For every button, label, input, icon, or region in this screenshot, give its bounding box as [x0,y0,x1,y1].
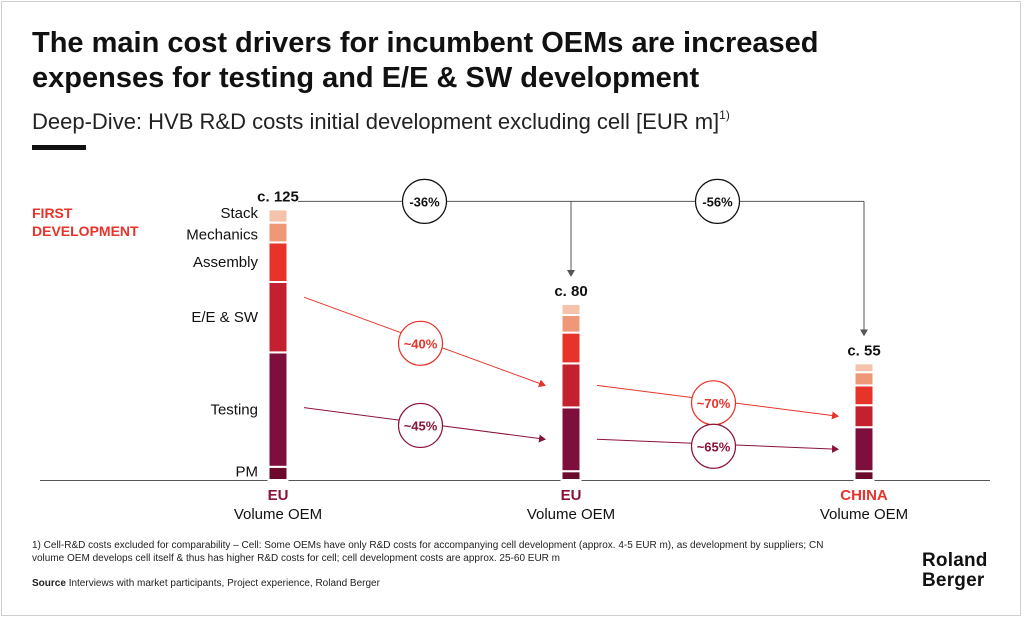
subtitle-text: Deep-Dive: HVB R&D costs initial develop… [32,109,720,134]
bar-segment-e-e-sw-2 [560,362,582,409]
roland-berger-logo: Roland Berger [922,551,988,591]
segment-change-label-3: ~70% [697,396,731,411]
category-region-label-2: EU [561,487,582,504]
bar-segment-mechanics-2 [560,314,582,334]
bar-total-label-3: c. 55 [847,342,880,359]
first-development-label: FIRST DEVELOPMENT [32,205,139,239]
bar-segment-pm-2 [560,470,582,482]
series-label-testing: Testing [210,402,258,419]
bar-segment-e-e-sw-1 [267,281,289,354]
segment-change-bubble-4 [690,423,737,469]
page-title: The main cost drivers for incumbent OEMs… [32,27,819,94]
page-subtitle: Deep-Dive: HVB R&D costs initial develop… [32,101,730,136]
segment-change-label-1: ~40% [404,336,438,351]
bar-segment-e-e-sw-3 [853,404,875,429]
bar-segment-mechanics-3 [853,371,875,387]
logo-line-1: Roland [922,550,988,571]
bar-segment-stack-3 [853,362,875,374]
total-change-label-2: -56% [702,194,733,209]
category-segment-label-1: Volume OEM [234,506,322,523]
bar-segment-assembly-1 [267,241,289,283]
series-label-mechanics: Mechanics [186,227,258,244]
total-change-label-1: -36% [409,194,440,209]
category-region-label-1: EU [268,487,289,504]
bar-segment-testing-1 [267,351,289,468]
bar-segment-mechanics-1 [267,221,289,244]
bar-total-label-2: c. 80 [554,283,587,300]
bar-total-label-1: c. 125 [257,188,299,205]
source-text: Interviews with market participants, Pro… [68,578,380,589]
segment-change-bubble-2 [397,402,444,449]
category-segment-label-2: Volume OEM [527,506,615,523]
segment-change-bubble-1 [397,320,444,366]
bar-segment-assembly-2 [560,331,582,365]
bar-segment-testing-2 [560,406,582,473]
segment-change-label-4: ~65% [697,439,731,454]
logo-line-2: Berger [922,570,985,591]
source-line: Source Interviews with market participan… [32,577,380,590]
series-label-assembly: Assembly [193,254,259,271]
bar-segment-pm-3 [853,470,875,482]
segment-change-label-2: ~45% [404,418,438,433]
series-label-pm: PM [236,463,259,480]
source-label: Source [32,578,66,589]
total-change-bubble-1 [401,178,448,224]
subtitle-footnote-marker: 1) [719,108,730,122]
bar-segment-stack-1 [267,208,289,224]
bar-segment-assembly-3 [853,384,875,407]
series-label-e-e-sw: E/E & SW [191,309,259,326]
category-segment-label-3: Volume OEM [820,506,908,523]
bar-segment-pm-1 [267,465,289,481]
bar-segment-stack-2 [560,303,582,316]
footnote: 1) Cell-R&D costs excluded for comparabi… [32,540,824,564]
title-underline [32,145,86,150]
series-label-stack: Stack [220,205,258,222]
bar-segment-testing-3 [853,426,875,473]
category-region-label-3: CHINA [840,487,888,504]
total-change-bubble-2 [694,178,741,224]
